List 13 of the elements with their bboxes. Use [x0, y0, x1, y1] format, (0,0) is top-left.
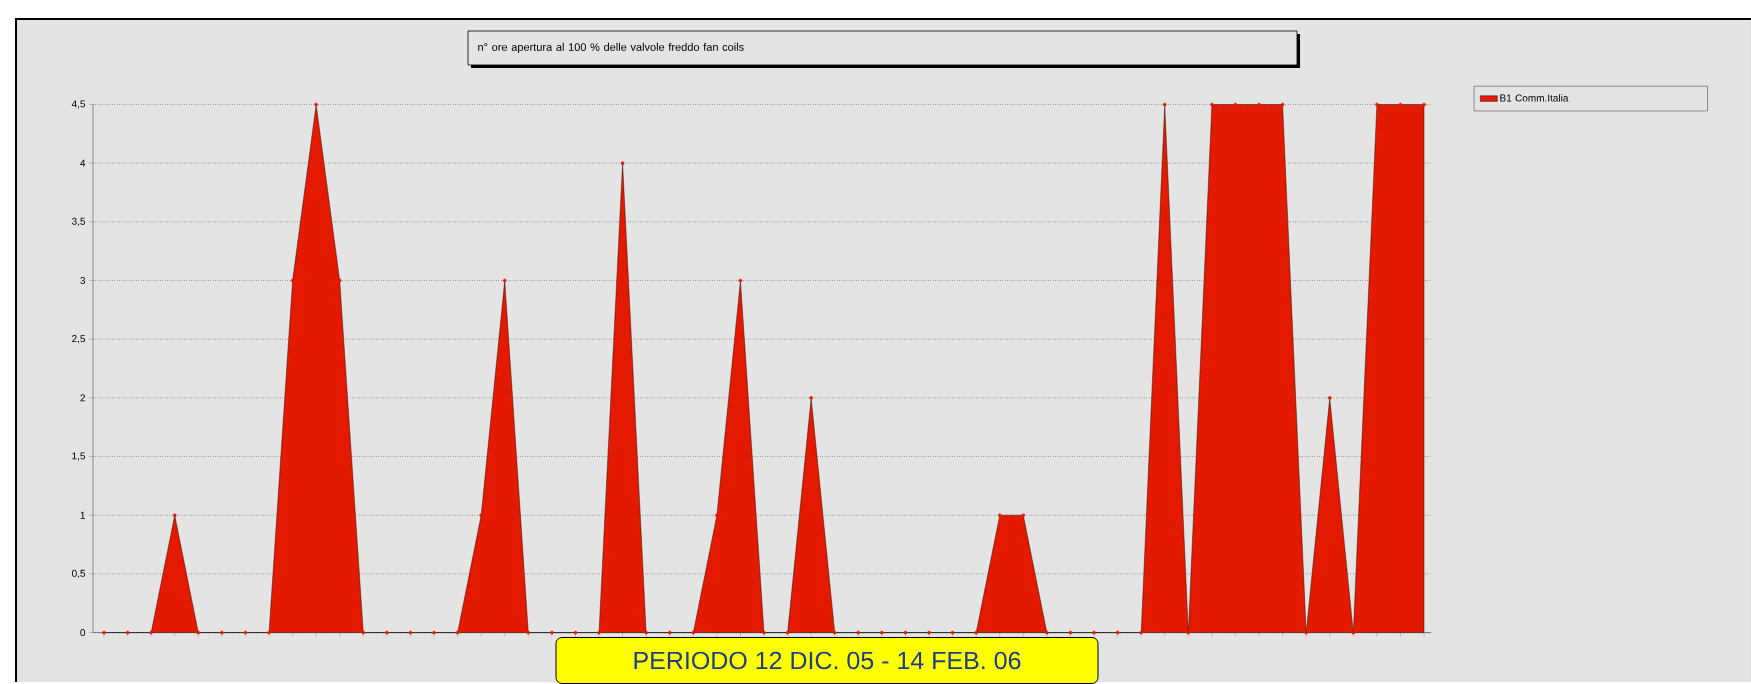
y-tick-label: 2 — [80, 394, 85, 402]
legend-label: B1 Comm.Italia — [1500, 94, 1569, 102]
y-tick-label: 1 — [80, 511, 85, 519]
text: PERIODO 12 DIC. 05 - 14 FEB. 06 — [634, 651, 1021, 670]
y-tick-label: 3,5 — [71, 217, 86, 226]
y-tick-label: 4 — [80, 159, 86, 167]
y-tick-label: 2,5 — [72, 335, 86, 344]
y-tick-label: 0 — [80, 629, 86, 637]
chart-title: n° ore apertura al 100 % delle valvole freddo fan coils — [478, 42, 744, 54]
y-tick-label: 3 — [80, 276, 86, 285]
y-tick-label: 1,5 — [72, 452, 86, 461]
y-tick-label: 4,5 — [71, 100, 86, 109]
y-tick-label: 0,5 — [71, 569, 86, 579]
